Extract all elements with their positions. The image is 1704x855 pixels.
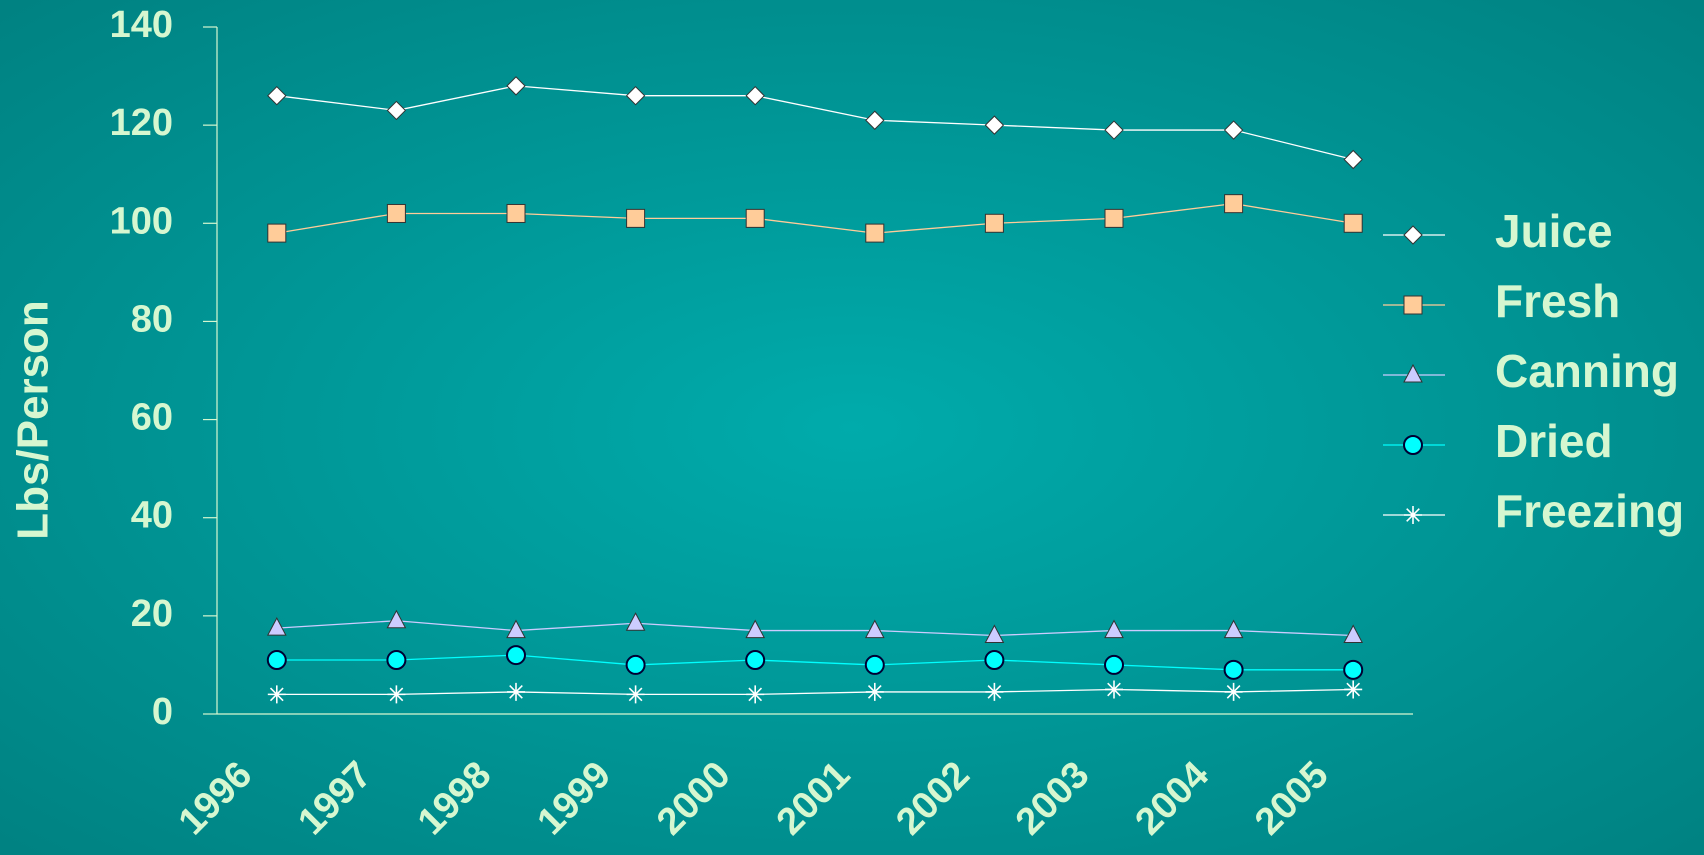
marker-triangle [266, 617, 287, 636]
marker-circle [1223, 659, 1244, 680]
marker-triangle [1343, 624, 1364, 643]
series-line [276, 688, 1354, 696]
y-tick-label: 120 [110, 102, 173, 144]
marker-star [387, 685, 406, 704]
marker-circle [266, 650, 287, 671]
legend-label: Dried [1495, 415, 1613, 467]
marker-star [507, 682, 525, 701]
marker-square [1403, 295, 1423, 315]
marker-star [267, 685, 286, 704]
marker-circle [625, 654, 646, 675]
marker-diamond [506, 76, 526, 96]
y-tick-label: 20 [131, 593, 173, 635]
marker-square [1104, 208, 1124, 228]
marker-circle [1104, 654, 1124, 675]
marker-diamond [1343, 149, 1363, 170]
marker-triangle [1104, 619, 1124, 639]
marker-triangle [984, 624, 1005, 643]
marker-circle [386, 650, 407, 671]
marker-triangle [386, 609, 407, 629]
marker-diamond [267, 85, 287, 106]
y-tick-label: 100 [110, 200, 173, 242]
series-line [276, 203, 1354, 234]
marker-circle [1403, 435, 1423, 455]
y-tick-label: 140 [110, 4, 173, 46]
marker-star [1105, 680, 1123, 699]
legend-label: Canning [1495, 345, 1679, 397]
marker-diamond [625, 85, 646, 106]
marker-diamond [1403, 225, 1423, 245]
marker-square [506, 203, 526, 223]
marker-square [1343, 213, 1363, 233]
marker-diamond [865, 110, 885, 130]
y-tick-label: 60 [131, 397, 173, 439]
marker-square [386, 203, 406, 223]
marker-square [267, 223, 287, 243]
marker-star [865, 682, 884, 701]
marker-triangle [625, 612, 646, 631]
marker-triangle [864, 619, 885, 639]
y-tick-label: 0 [152, 691, 173, 733]
marker-star [746, 685, 765, 704]
y-axis-label: Lbs/Person [9, 300, 58, 540]
marker-circle [745, 650, 766, 671]
marker-square [1224, 194, 1244, 214]
y-tick-label: 80 [131, 298, 173, 340]
marker-diamond [984, 115, 1005, 135]
series-line [276, 620, 1354, 637]
legend-label: Juice [1495, 205, 1613, 257]
marker-star [1404, 506, 1422, 524]
marker-triangle [1403, 363, 1423, 383]
marker-diamond [386, 100, 407, 121]
marker-triangle [745, 619, 766, 639]
marker-star [985, 682, 1004, 701]
marker-square [865, 223, 885, 243]
marker-star [1344, 680, 1363, 699]
marker-star [1224, 682, 1243, 701]
marker-circle [1343, 659, 1364, 680]
marker-diamond [1104, 120, 1124, 140]
marker-square [626, 208, 646, 228]
marker-diamond [745, 85, 765, 106]
series-line [276, 85, 1354, 161]
legend-label: Freezing [1495, 485, 1684, 537]
marker-diamond [1223, 120, 1244, 140]
marker-circle [506, 645, 526, 666]
y-tick-label: 40 [131, 495, 173, 537]
legend-label: Fresh [1495, 275, 1620, 327]
marker-triangle [506, 619, 526, 639]
marker-triangle [1223, 619, 1244, 639]
series-line [276, 654, 1354, 671]
marker-circle [864, 654, 885, 675]
marker-square [984, 213, 1004, 233]
marker-star [626, 685, 645, 704]
marker-circle [984, 650, 1005, 671]
marker-square [745, 208, 765, 228]
